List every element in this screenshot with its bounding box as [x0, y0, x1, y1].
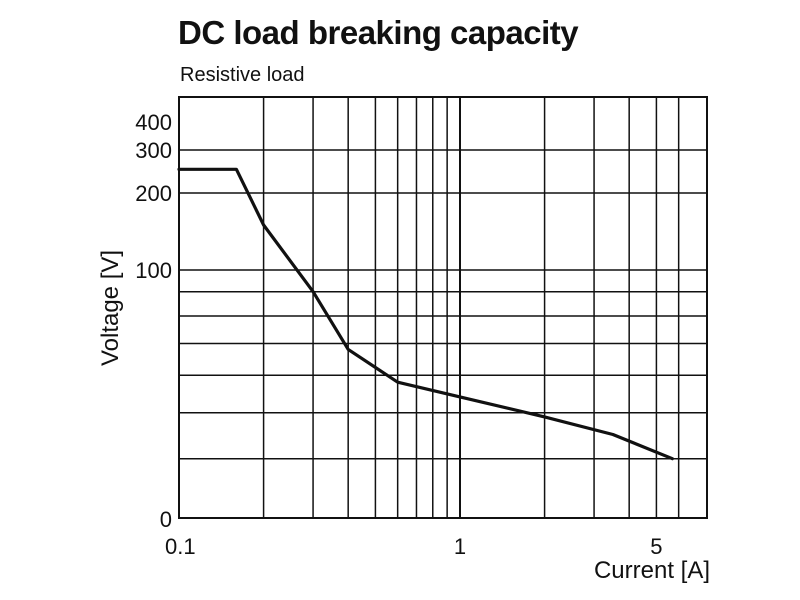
x-tick-label: 5 [650, 534, 662, 559]
y-axis-title: Voltage [V] [97, 250, 124, 366]
y-tick-label: 0 [160, 507, 172, 532]
x-tick-label: 0.1 [165, 534, 196, 559]
x-tick-label: 1 [454, 534, 466, 559]
x-axis-title: Current [A] [594, 557, 710, 584]
plot-frame [178, 96, 708, 519]
tick-labels: 0.1 1 5 0 100 200 300 400 [135, 110, 662, 559]
chart-subtitle: Resistive load [180, 64, 305, 86]
series-line [177, 167, 674, 461]
y-tick-label: 100 [135, 258, 172, 283]
grid [179, 97, 707, 518]
y-tick-label: 200 [135, 181, 172, 206]
chart-title: DC load breaking capacity [178, 14, 579, 51]
y-tick-label: 400 [135, 110, 172, 135]
y-tick-label: 300 [135, 138, 172, 163]
